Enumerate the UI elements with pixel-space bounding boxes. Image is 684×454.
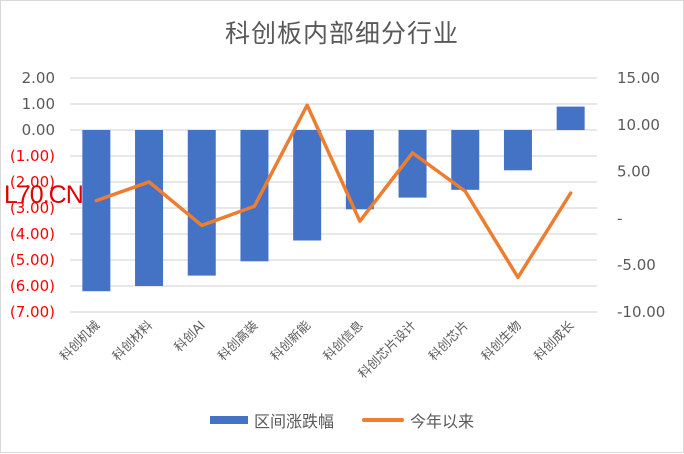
bar[interactable] bbox=[240, 130, 269, 262]
left-axis-tick-label: 0.00 bbox=[22, 121, 55, 139]
left-axis-tick-label: (3.00) bbox=[10, 199, 55, 217]
legend-label-line: 今年以来 bbox=[410, 412, 475, 431]
left-axis-tick-label: 2.00 bbox=[22, 69, 55, 87]
x-axis-category-label: 科创高装 bbox=[215, 318, 261, 364]
right-axis-tick-label: -10.00 bbox=[617, 303, 665, 321]
x-axis-category-label: 科创新能 bbox=[267, 317, 313, 363]
left-axis-tick-label: (7.00) bbox=[10, 303, 55, 321]
left-axis-tick-label: (1.00) bbox=[10, 147, 55, 165]
x-axis-category-label: 科创生物 bbox=[478, 318, 524, 364]
line-series[interactable] bbox=[94, 103, 573, 280]
left-axis-tick-label: (6.00) bbox=[10, 277, 55, 295]
watermark: L70.CN bbox=[4, 181, 84, 209]
bar[interactable] bbox=[345, 130, 374, 210]
left-axis-tick-label: (2.00) bbox=[10, 173, 55, 191]
right-axis-tick-label: - bbox=[617, 209, 622, 227]
right-axis-tick-label: -5.00 bbox=[617, 256, 656, 274]
line-swatch-icon bbox=[362, 418, 404, 422]
right-axis-tick-label: 5.00 bbox=[617, 163, 650, 181]
x-axis-category-label: 科创信息 bbox=[320, 318, 366, 364]
x-axis-category-label: 科创AI bbox=[171, 318, 208, 355]
bar-swatch-icon bbox=[209, 416, 248, 424]
bar[interactable] bbox=[503, 130, 532, 171]
left-axis-tick-label: 1.00 bbox=[22, 95, 55, 113]
chart-legend: 区间涨跌幅 今年以来 bbox=[0, 408, 684, 432]
x-axis-category-label: 科创机械 bbox=[56, 317, 102, 363]
bar[interactable] bbox=[451, 130, 480, 190]
bar[interactable] bbox=[82, 130, 111, 292]
chart-title: 科创板内部细分行业 bbox=[224, 19, 459, 48]
bar[interactable] bbox=[135, 130, 164, 286]
bar[interactable] bbox=[187, 130, 216, 276]
right-axis-tick-label: 15.00 bbox=[617, 69, 660, 87]
right-axis-tick-label: 10.00 bbox=[617, 116, 660, 134]
x-axis-category-label: 科创材料 bbox=[109, 317, 155, 363]
x-axis-category-label: 科创芯片 bbox=[425, 318, 471, 364]
left-axis-tick-label: (5.00) bbox=[10, 251, 55, 269]
bar[interactable] bbox=[556, 106, 585, 130]
left-axis-tick-label: (4.00) bbox=[10, 225, 55, 243]
legend-item-line[interactable]: 今年以来 bbox=[362, 408, 474, 432]
legend-label-bar: 区间涨跌幅 bbox=[253, 412, 334, 431]
bar[interactable] bbox=[293, 130, 322, 241]
legend-item-bar[interactable]: 区间涨跌幅 bbox=[209, 408, 334, 432]
x-axis-category-label: 科创成长 bbox=[531, 317, 577, 363]
